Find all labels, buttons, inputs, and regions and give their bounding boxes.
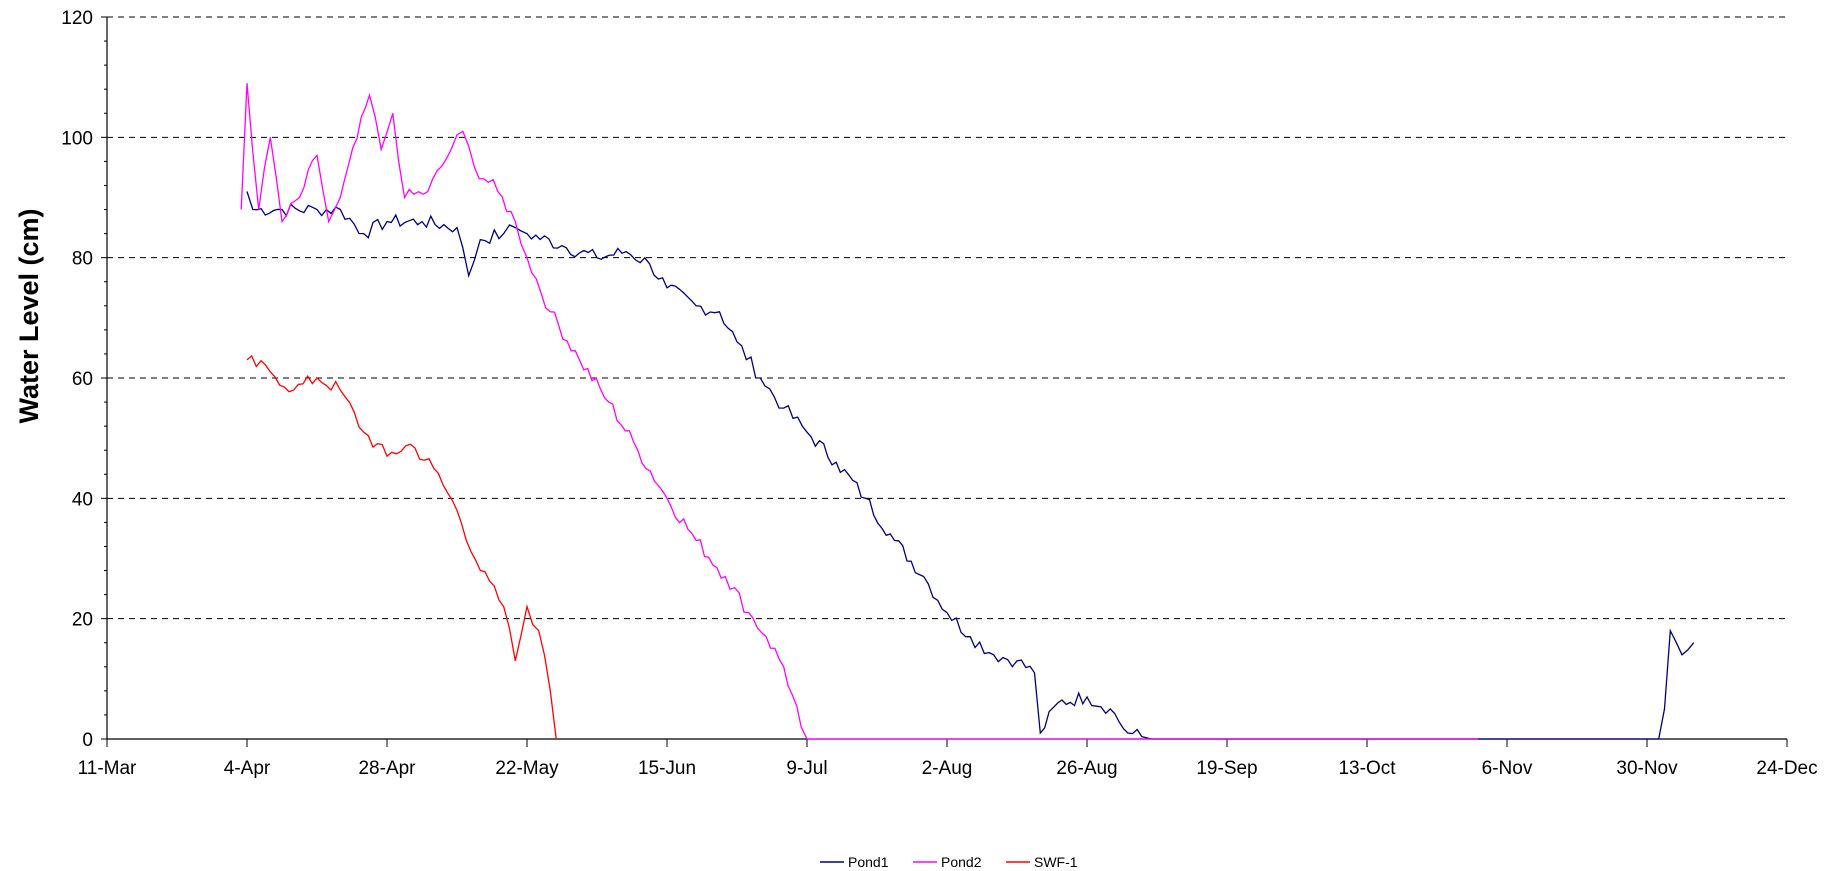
x-tick-label: 28-Apr (358, 758, 416, 779)
legend-label-pond2: Pond2 (941, 854, 982, 870)
y-tick-label: 20 (72, 610, 93, 631)
legend-label-swf1: SWF-1 (1034, 854, 1078, 870)
x-tick-label: 19-Sep (1196, 758, 1257, 779)
series-line-pond1 (246, 191, 1695, 740)
y-tick-label: 40 (72, 489, 93, 510)
x-tick-label: 11-Mar (78, 758, 137, 779)
x-tick-label: 4-Apr (224, 758, 271, 779)
series-line-swf1 (246, 354, 557, 740)
x-tick-label: 13-Oct (1338, 758, 1396, 779)
x-tick-label: 2-Aug (922, 758, 973, 779)
y-tick-label: 80 (72, 249, 93, 270)
y-tick-label: 60 (72, 369, 93, 390)
y-tick-label: 0 (82, 730, 93, 751)
x-tick-label: 6-Nov (1482, 758, 1533, 779)
y-tick-label: 100 (61, 128, 93, 149)
legend-label-pond1: Pond1 (848, 854, 889, 870)
x-tick-label: 15-Jun (638, 758, 696, 779)
x-tick-label: 22-May (495, 758, 559, 779)
series-group (240, 83, 1695, 740)
axes: 0 20 40 60 80 100 120 11-Mar 4-Apr 28-Apr 22-May 15… (61, 8, 1817, 779)
legend: Pond1 Pond2 SWF-1 (820, 854, 1078, 870)
x-tick-label: 24-Dec (1756, 758, 1817, 779)
x-tick-label: 26-Aug (1056, 758, 1117, 779)
y-tick-label: 120 (61, 8, 93, 29)
series-line-pond2 (240, 83, 1478, 740)
x-tick-label: 9-Jul (786, 758, 827, 779)
x-tick-label: 30-Nov (1616, 758, 1678, 779)
gridlines (107, 16, 1787, 620)
y-axis-label: Water Level (cm) (14, 208, 44, 423)
